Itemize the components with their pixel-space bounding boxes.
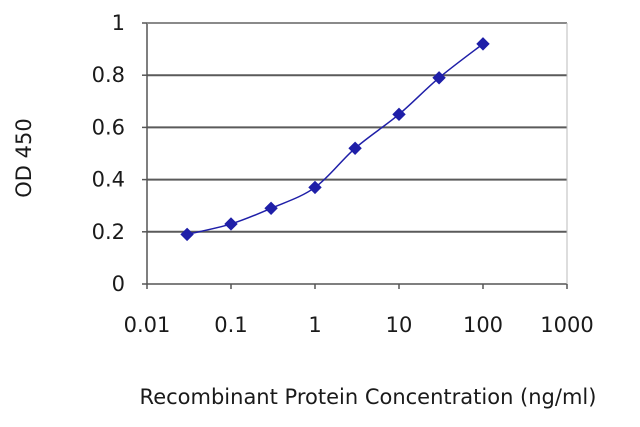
y-tick-label: 1 (112, 11, 125, 35)
plot-area (147, 23, 567, 284)
x-axis-title: Recombinant Protein Concentration (ng/ml… (140, 385, 597, 409)
data-point-marker (308, 180, 322, 195)
y-tick-labels: 0 0.2 0.4 0.6 0.8 1 (92, 11, 125, 296)
y-tick-label: 0.2 (92, 220, 125, 244)
y-tick-label: 0.6 (92, 115, 125, 139)
x-tick-labels: 0.01 0.1 1 10 100 1000 (124, 313, 594, 337)
x-tick-label: 10 (386, 313, 413, 337)
data-series (180, 37, 490, 242)
x-tick-label: 1000 (540, 313, 593, 337)
y-axis-title: OD 450 (12, 118, 36, 197)
axes (142, 22, 568, 289)
y-tick-label: 0.8 (92, 63, 125, 87)
x-tick-label: 0.01 (124, 313, 171, 337)
x-tick-label: 0.1 (214, 313, 247, 337)
data-point-marker (180, 227, 194, 242)
data-point-marker (264, 201, 278, 216)
data-point-marker (432, 71, 446, 85)
data-point-marker (348, 141, 362, 155)
x-tick-label: 1 (308, 313, 321, 337)
y-tick-label: 0 (112, 272, 125, 296)
data-point-marker (392, 107, 406, 122)
y-tick-label: 0.4 (92, 168, 125, 192)
x-tick-label: 100 (463, 313, 503, 337)
data-point-marker (476, 37, 490, 51)
data-point-marker (224, 217, 238, 231)
